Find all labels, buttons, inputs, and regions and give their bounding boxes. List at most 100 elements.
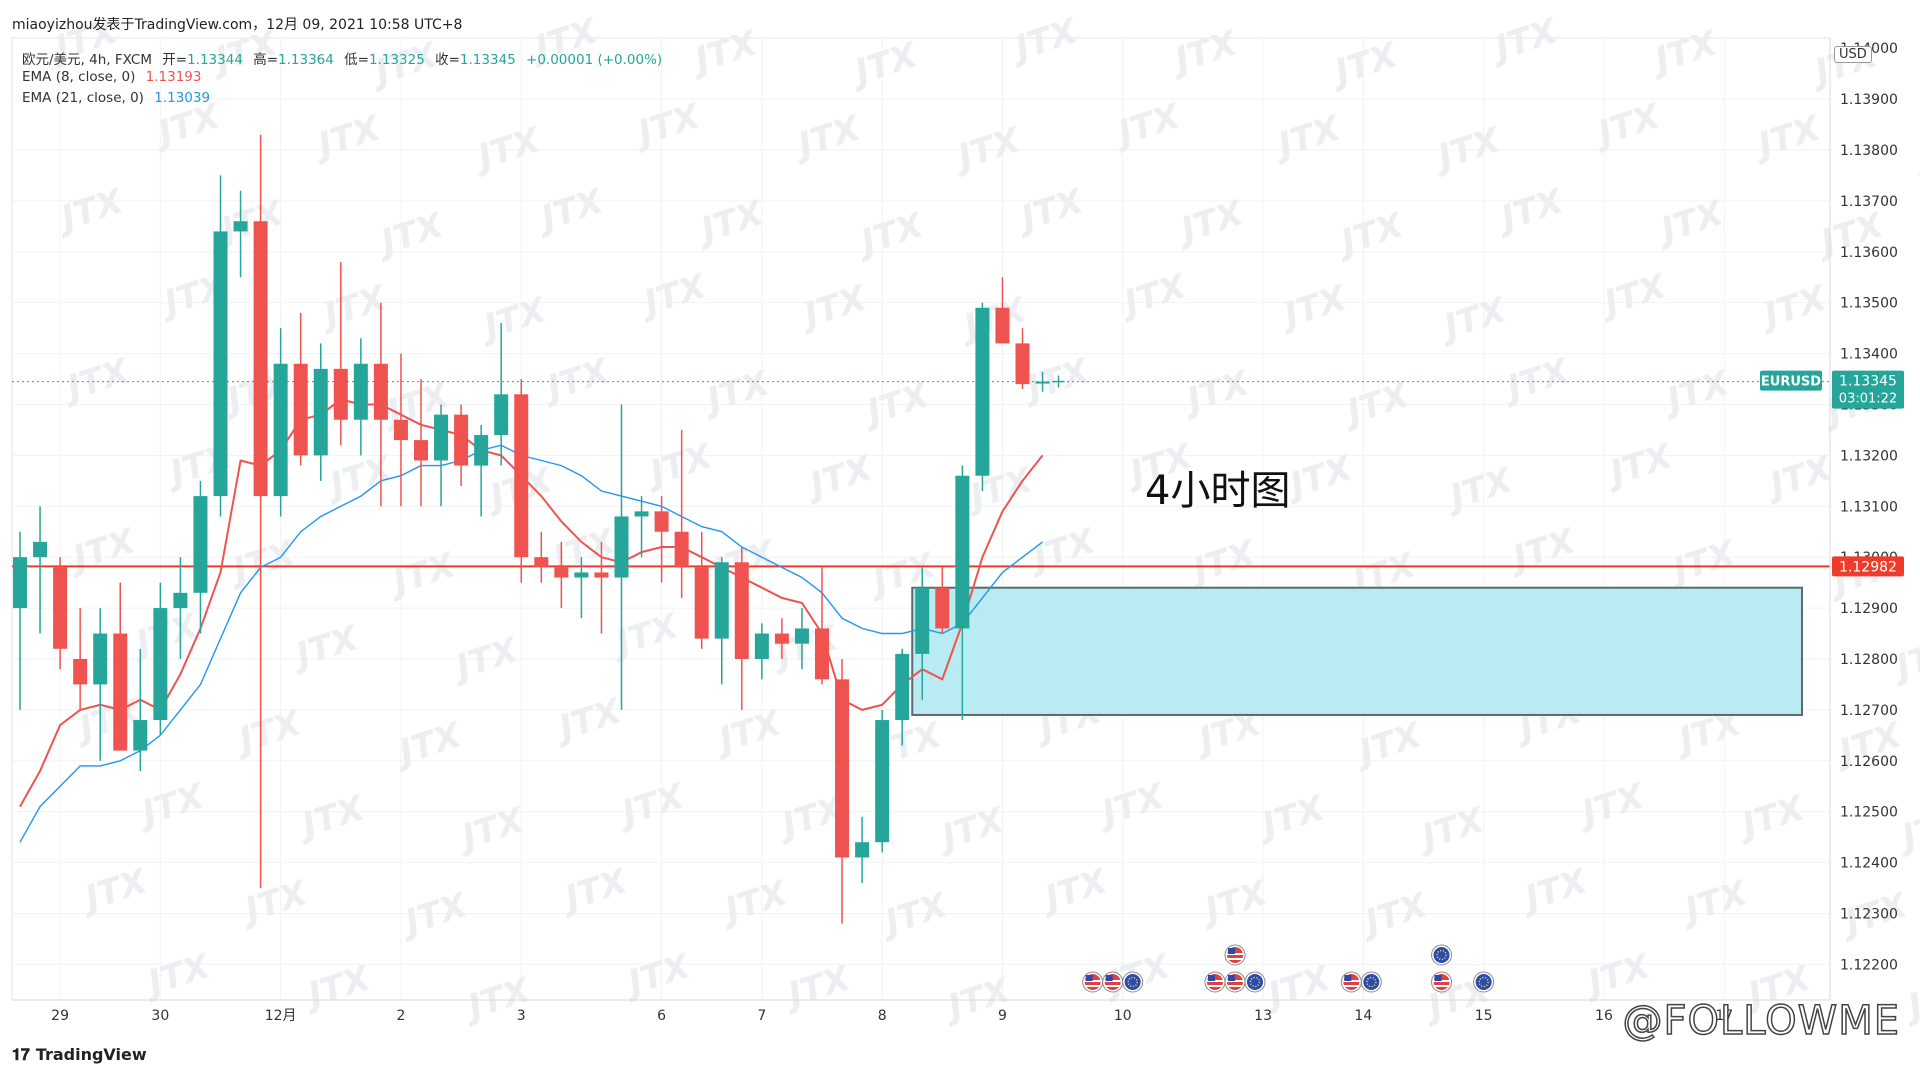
- candle-41: [835, 658, 850, 924]
- candle-body: [915, 587, 930, 654]
- legend-close: 1.13345: [459, 52, 516, 68]
- candle-39: [794, 608, 809, 670]
- us-flag-canton: [1207, 975, 1215, 981]
- candle-18: [373, 302, 388, 507]
- candle-body: [835, 679, 850, 858]
- jtx-watermark: JTX: [1748, 108, 1827, 168]
- candle-body: [133, 720, 148, 751]
- jtx-watermark: JTX: [531, 181, 610, 241]
- candle-body: [895, 653, 910, 721]
- us-flag-canton: [1085, 975, 1093, 981]
- candle-11: [233, 190, 248, 278]
- us-flag-icon: [1431, 971, 1453, 993]
- jtx-watermark: JTX: [1165, 23, 1244, 83]
- candle-body: [313, 368, 328, 456]
- jtx-watermark: JTX: [685, 23, 764, 83]
- jtx-watermark: JTX: [800, 448, 879, 508]
- candle-body: [774, 633, 789, 644]
- jtx-watermark: JTX: [1325, 35, 1404, 95]
- y-tick-label: 1.13400: [1840, 347, 1898, 363]
- price-tag-value: 1.13345: [1839, 374, 1897, 390]
- jtx-watermark: JTX: [640, 436, 719, 496]
- jtx-watermark: JTX: [1183, 533, 1262, 593]
- price-tags-layer: EURUSD 1.13345 03:01:22 1.12982: [1760, 370, 1904, 577]
- candle-body: [694, 567, 709, 639]
- tradingview-label: TradingView: [35, 1045, 147, 1064]
- jtx-watermark: JTX: [1114, 266, 1193, 326]
- y-tick-label: 1.13500: [1840, 296, 1898, 312]
- jtx-watermark: JTX: [1011, 181, 1090, 241]
- us-flag-stripe: [1226, 985, 1243, 987]
- candle-body: [875, 720, 890, 843]
- legend-change: +0.00001 (+0.00%): [526, 52, 663, 68]
- candle-0: [13, 531, 27, 710]
- candle-31: [634, 496, 649, 558]
- y-tick-label: 1.12300: [1840, 906, 1898, 922]
- candle-46: [935, 567, 950, 634]
- level-tag-value: 1.12982: [1839, 559, 1897, 575]
- candle-body: [534, 557, 549, 568]
- candle-body: [815, 628, 829, 680]
- candle-body: [594, 572, 609, 578]
- us-flag-stripe: [1104, 985, 1121, 987]
- candle-body: [333, 368, 348, 420]
- x-tick-label: 3: [517, 1008, 526, 1024]
- jtx-watermark: JTX: [1428, 120, 1507, 180]
- eu-flag-fill: [1363, 974, 1380, 990]
- candle-44: [895, 648, 910, 746]
- candle-29: [594, 541, 609, 634]
- jtx-watermark: JTX: [1578, 946, 1657, 1006]
- candle-45: [915, 567, 930, 700]
- jtx-watermark: JTX: [634, 266, 713, 326]
- y-tick-label: 1.13700: [1840, 194, 1898, 210]
- jtx-watermark: JTX: [875, 885, 954, 945]
- jtx-watermark: JTX: [1171, 193, 1250, 253]
- plot-border: [11, 37, 1831, 1001]
- price-tag-bg: [1832, 370, 1904, 409]
- candle-body: [173, 592, 188, 609]
- candle-35: [714, 557, 729, 685]
- jtx-watermark: JTX: [1005, 11, 1084, 71]
- jtx-watermark: JTX: [320, 448, 399, 508]
- jtx-watermark: JTX: [51, 181, 130, 241]
- jtx-watermark: JTX: [468, 120, 547, 180]
- legend-ema21-row[interactable]: EMA (21, close, 0) 1.13039: [22, 90, 210, 106]
- currency-button[interactable]: USD: [1834, 46, 1872, 63]
- jtx-watermark: JTX: [395, 885, 474, 945]
- legend-symbol: 欧元/美元, 4h, FXCM: [22, 52, 152, 68]
- x-tick-label: 9: [998, 1008, 1007, 1024]
- y-tick-label: 1.12400: [1840, 856, 1898, 872]
- candle-21: [434, 404, 449, 507]
- candle-47: [955, 465, 970, 721]
- candle-body: [353, 363, 368, 420]
- x-tick-label: 2: [396, 1008, 405, 1024]
- jtx-watermark: JTX: [555, 861, 634, 921]
- jtx-watermark: JTX: [1355, 885, 1434, 945]
- jtx-watermark: JTX: [788, 108, 867, 168]
- candle-48: [975, 302, 990, 492]
- jtx-watermark: JTX: [1515, 861, 1594, 921]
- jtx-watermark: JTX: [132, 776, 211, 836]
- demand-zone: [911, 586, 1803, 716]
- y-tick-label: 1.13600: [1840, 245, 1898, 261]
- x-tick-label: 16: [1595, 1008, 1613, 1024]
- y-tick-label: 1.12600: [1840, 754, 1898, 770]
- candle-body: [233, 221, 248, 232]
- candle-body: [213, 231, 228, 497]
- candle-13: [273, 328, 288, 517]
- y-tick-label: 1.13900: [1840, 92, 1898, 108]
- jtx-watermark: JTX: [1268, 108, 1347, 168]
- candle-1: [33, 506, 48, 634]
- y-tick-label: 1.13100: [1840, 499, 1898, 515]
- jtx-watermark: JTX: [63, 521, 142, 581]
- tradingview-logo[interactable]: 𝟏𝟕 TradingView: [12, 1045, 147, 1065]
- legend-ema8-row[interactable]: EMA (8, close, 0) 1.13193: [22, 69, 201, 85]
- jtx-watermark: JTX: [1349, 715, 1428, 775]
- y-tick-label: 1.13800: [1840, 143, 1898, 159]
- jtx-watermark: JTX: [778, 958, 857, 1018]
- candle-body: [794, 628, 809, 644]
- jtx-watermark: JTX: [1491, 181, 1570, 241]
- us-flag-stripe: [1084, 985, 1101, 987]
- jtx-watermark: JTX: [954, 290, 1033, 350]
